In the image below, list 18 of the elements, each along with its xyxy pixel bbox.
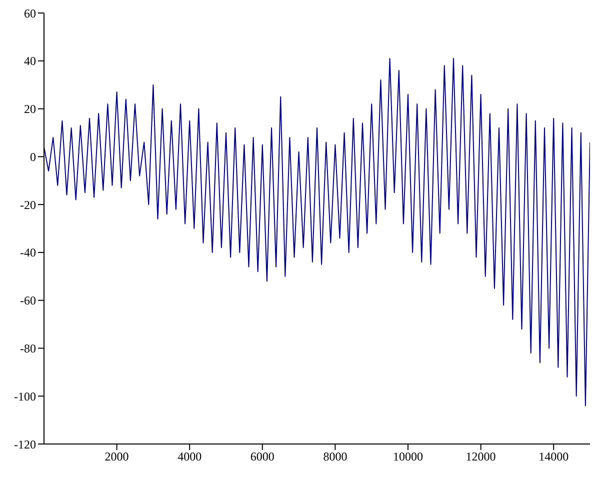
x-tick-label: 12000 — [466, 450, 496, 464]
y-tick-label: -120 — [14, 437, 36, 452]
x-tick-label: 4000 — [178, 450, 202, 464]
x-tick-label: 6000 — [250, 450, 274, 464]
x-tick-label: 2000 — [104, 450, 129, 464]
x-tick-label: 8000 — [323, 450, 348, 464]
y-tick-label: 60 — [24, 6, 36, 20]
y-tick-label: -60 — [20, 294, 36, 308]
y-tick-label: -80 — [20, 341, 36, 356]
x-tick-label: 10000 — [393, 450, 423, 464]
y-tick-label: 20 — [24, 102, 36, 116]
y-tick-label: 0 — [30, 150, 36, 164]
y-tick-label: -40 — [20, 246, 36, 260]
y-tick-label: 40 — [24, 54, 36, 68]
y-tick-label: -20 — [20, 198, 36, 212]
x-tick-label: 14000 — [538, 450, 569, 464]
y-tick-label: -100 — [14, 389, 36, 404]
line-series — [44, 58, 590, 406]
